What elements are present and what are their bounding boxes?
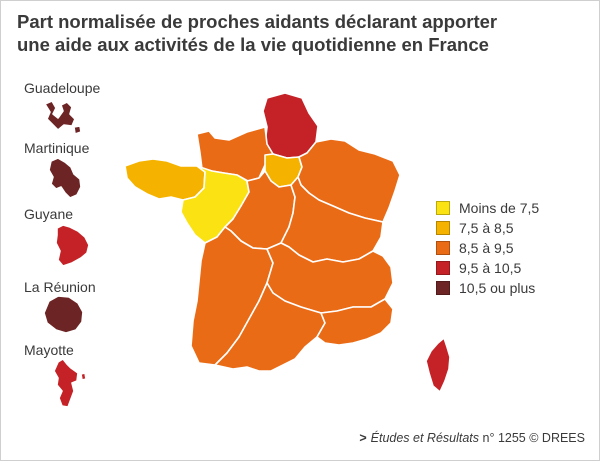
source-publication: Études et Résultats xyxy=(370,431,480,445)
region-mayotte-petite-terre xyxy=(80,372,87,381)
label-la-reunion: La Réunion xyxy=(24,279,96,295)
region-bretagne xyxy=(124,158,206,201)
region-hauts-de-france xyxy=(262,92,319,159)
legend-item: 8,5 à 9,5 xyxy=(436,238,539,258)
legend-swatch xyxy=(436,201,450,215)
legend-item: Moins de 7,5 xyxy=(436,198,539,218)
label-martinique: Martinique xyxy=(24,140,90,156)
label-mayotte: Mayotte xyxy=(24,342,74,358)
legend-item: 7,5 à 8,5 xyxy=(436,218,539,238)
legend-label: 8,5 à 9,5 xyxy=(459,240,514,256)
region-corse xyxy=(425,337,451,393)
legend-label: 7,5 à 8,5 xyxy=(459,220,514,236)
legend-label: 10,5 ou plus xyxy=(459,280,536,296)
title-line-1: Part normalisée de proches aidants décla… xyxy=(17,11,498,32)
region-la-reunion xyxy=(43,295,84,334)
source-note: > Études et Résultats n° 1255 © DREES xyxy=(359,431,585,445)
region-mayotte xyxy=(53,358,79,408)
legend-swatch xyxy=(436,281,450,295)
source-number: n° 1255 © DREES xyxy=(482,431,585,445)
legend-label: Moins de 7,5 xyxy=(459,200,540,216)
region-provence-alpes-cote-d-azur xyxy=(316,298,394,346)
region-martinique xyxy=(48,157,82,199)
region-guadeloupe-islet xyxy=(73,125,82,135)
title-line-2: une aide aux activités de la vie quotidi… xyxy=(17,34,489,55)
map-title: Part normalisée de proches aidants décla… xyxy=(17,10,577,56)
legend-label: 9,5 à 10,5 xyxy=(459,260,522,276)
legend-swatch xyxy=(436,241,450,255)
legend-swatch xyxy=(436,261,450,275)
legend: Moins de 7,5 7,5 à 8,5 8,5 à 9,5 9,5 à 1… xyxy=(436,198,539,298)
label-guyane: Guyane xyxy=(24,206,74,222)
source-arrow: > xyxy=(359,431,367,445)
region-guadeloupe xyxy=(44,100,76,131)
legend-item: 9,5 à 10,5 xyxy=(436,258,539,278)
legend-item: 10,5 ou plus xyxy=(436,278,539,298)
region-guyane xyxy=(55,224,90,267)
label-guadeloupe: Guadeloupe xyxy=(24,80,101,96)
legend-swatch xyxy=(436,221,450,235)
